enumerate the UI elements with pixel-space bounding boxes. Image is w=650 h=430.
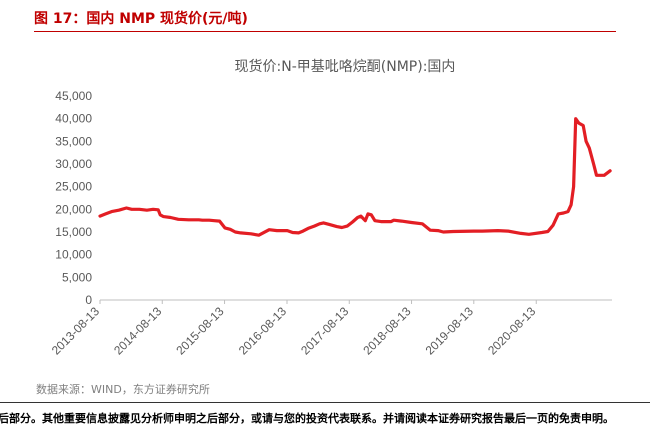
x-tick-label: 2014-08-13 bbox=[111, 304, 165, 358]
y-tick-label: 35,000 bbox=[55, 134, 92, 148]
figure-title: 图 17：国内 NMP 现货价(元/吨) bbox=[34, 11, 248, 27]
y-tick-label: 40,000 bbox=[55, 112, 92, 126]
chart-title: 现货价:N-甲基吡咯烷酮(NMP):国内 bbox=[235, 58, 456, 75]
y-tick-label: 25,000 bbox=[55, 180, 92, 194]
series-line bbox=[98, 117, 612, 237]
x-axis: 2013-08-13 2014-08-13 2015-08-13 2016-08-13… bbox=[49, 299, 612, 358]
y-tick-label: 30,000 bbox=[55, 157, 92, 171]
x-tick-label: 2019-08-13 bbox=[423, 304, 477, 358]
y-tick-label: 15,000 bbox=[55, 225, 92, 239]
y-tick-label: 10,000 bbox=[55, 248, 92, 262]
y-tick-label: 0 bbox=[85, 293, 92, 307]
x-tick-label: 2017-08-13 bbox=[298, 304, 352, 358]
series-layer bbox=[98, 117, 612, 237]
line-chart: 现货价:N-甲基吡咯烷酮(NMP):国内 0 5,000 10,000 15,000 2… bbox=[49, 58, 612, 358]
x-tick-label: 2015-08-13 bbox=[173, 304, 227, 358]
title-rule bbox=[34, 31, 616, 32]
source-note: 数据来源：WIND，东方证券研究所 bbox=[36, 383, 210, 396]
y-tick-label: 45,000 bbox=[55, 89, 92, 103]
x-tick-label: 2020-08-13 bbox=[485, 304, 539, 358]
x-tick-label: 2016-08-13 bbox=[236, 304, 290, 358]
y-tick-label: 5,000 bbox=[62, 270, 92, 284]
disclaimer-text: 后部分。其他重要信息披露见分析师申明之后部分，或请与您的投资代表联系。并请阅读本… bbox=[0, 412, 614, 425]
footer-rule bbox=[0, 402, 650, 403]
x-tick-label: 2018-08-13 bbox=[360, 304, 414, 358]
y-tick-label: 20,000 bbox=[55, 202, 92, 216]
y-axis: 0 5,000 10,000 15,000 20,000 25,000 30,000 35,0… bbox=[55, 89, 92, 307]
x-tick-label: 2013-08-13 bbox=[49, 304, 103, 358]
